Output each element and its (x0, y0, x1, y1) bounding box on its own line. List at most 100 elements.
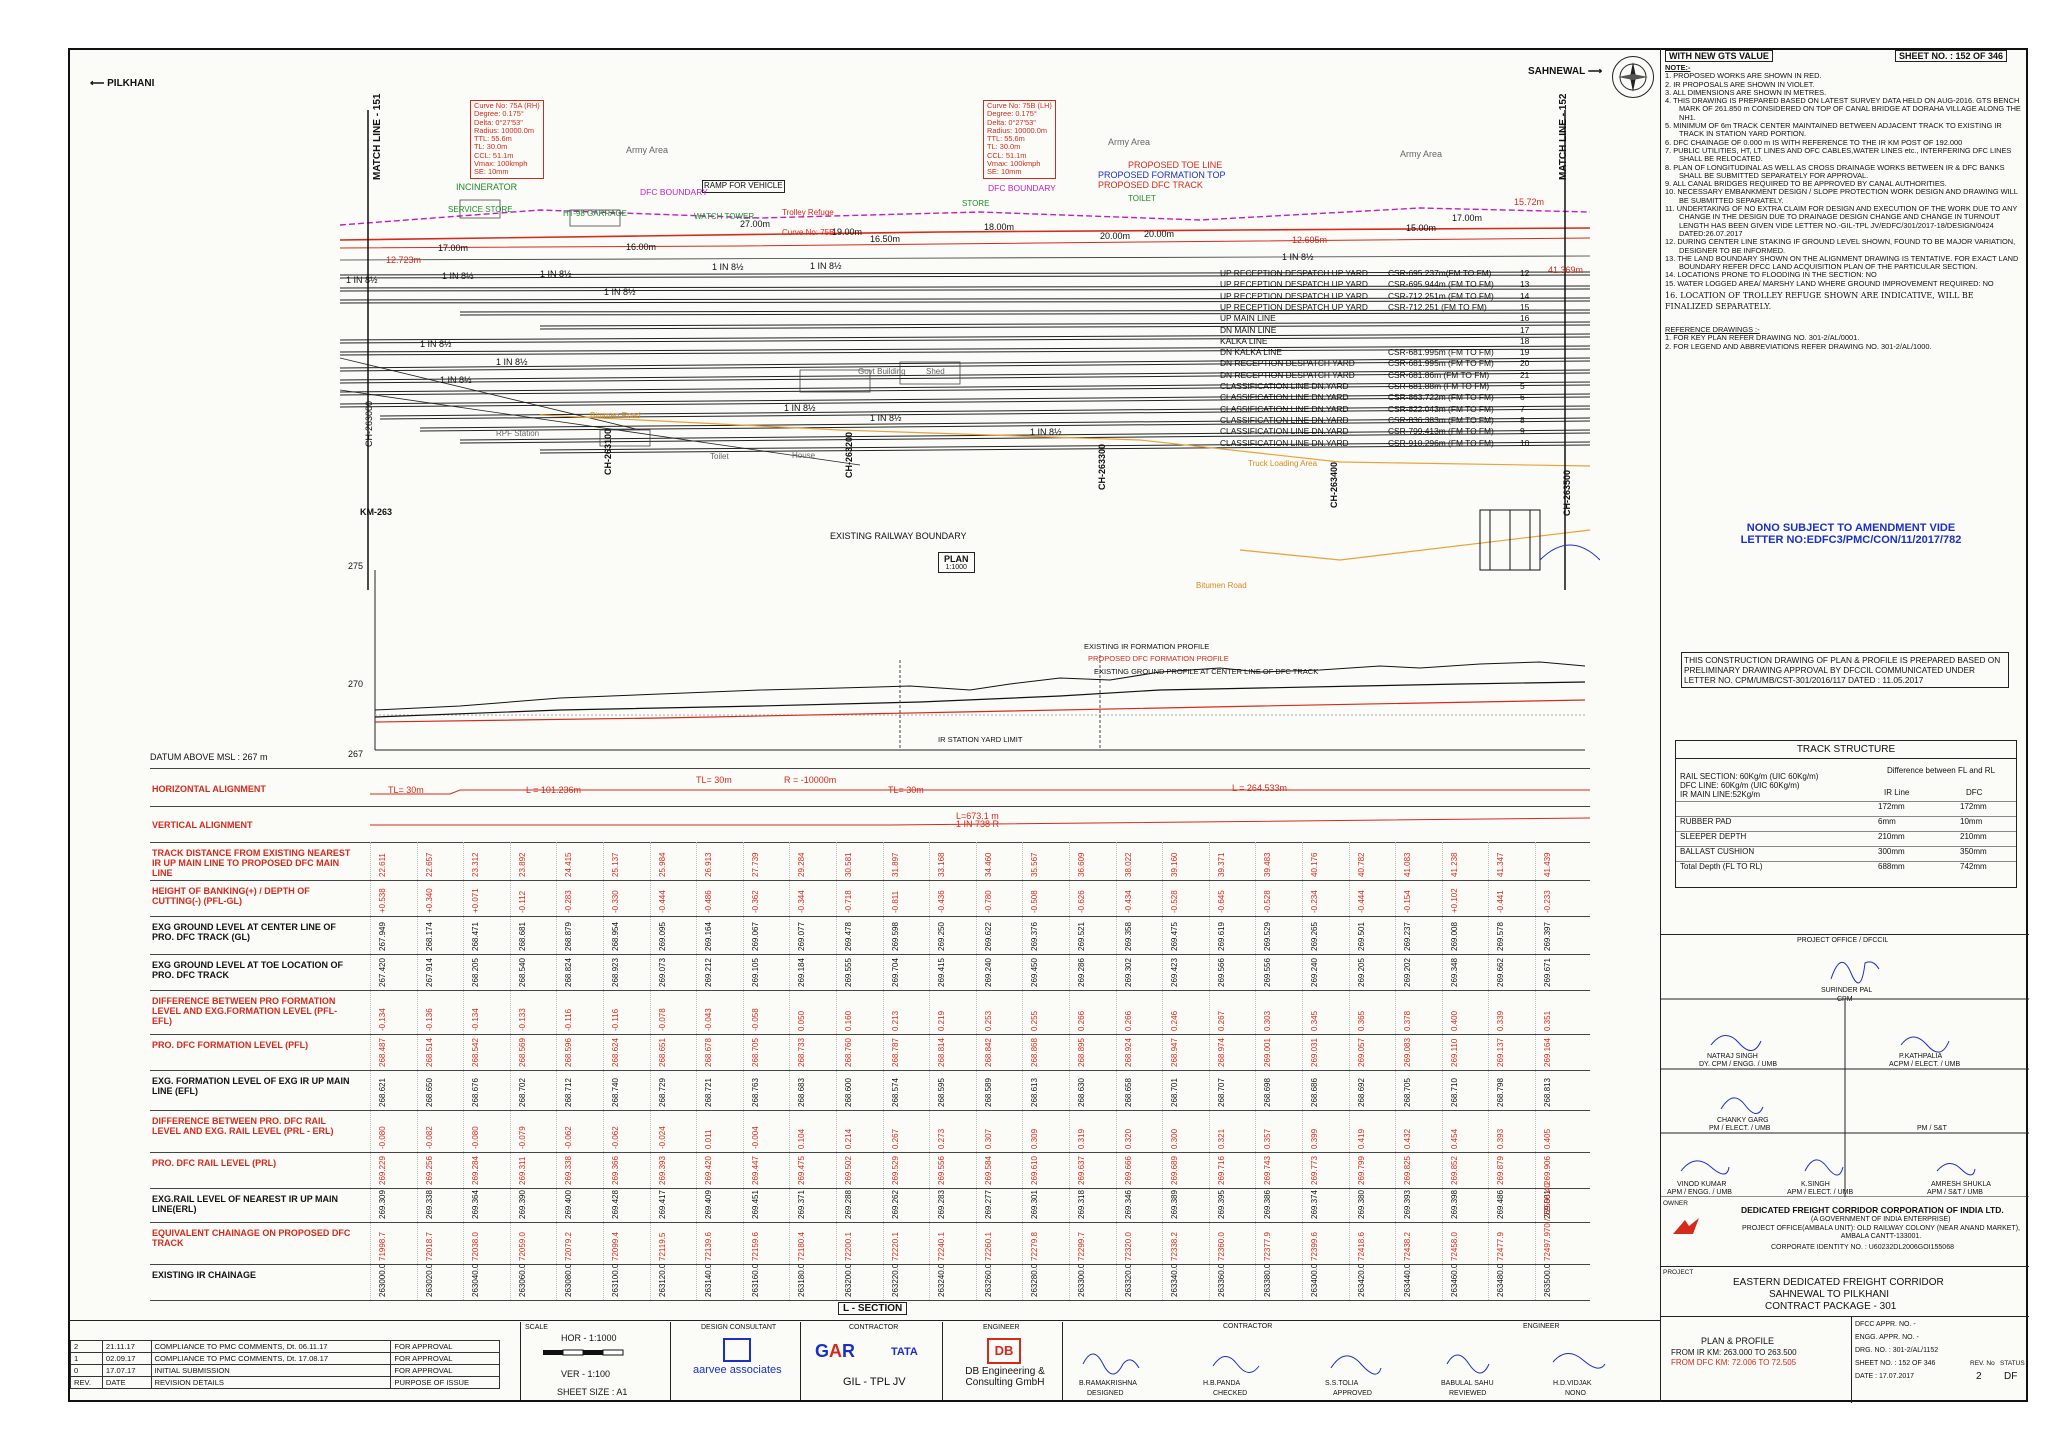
table-cell: 268.895 (1077, 1038, 1086, 1067)
table-cell: 268.174 (424, 922, 434, 951)
table-row-label: EXG. FORMATION LEVEL OF EXG IR UP MAIN L… (152, 1076, 350, 1096)
engineer-name: DB Engineering & Consulting GmbH (965, 1366, 1045, 1388)
table-gridline (556, 842, 558, 1300)
table-cell: 268.471 (471, 922, 481, 951)
track-csr: CSR-799.413m (FM TO FM) (1388, 426, 1494, 437)
table-cell: 268.947 (1170, 1038, 1180, 1067)
table-cell: 72360.0 (1216, 1232, 1226, 1261)
chainage-263500: CH-263500 (1562, 469, 1572, 516)
table-cell: -0.043 (704, 1008, 714, 1031)
table-cell: 268.798 (1496, 1078, 1506, 1107)
track-label: CLASSIFICATION LINE DN.YARD CSR-863.722m … (1220, 392, 1570, 403)
handwritten-note: 16. LOCATION OF TROLLEY REFUGE SHOWN ARE… (1665, 291, 1974, 312)
dfcc-logo-icon (1669, 1216, 1705, 1238)
curve-box-75a: Curve No: 75A (RH) Degree: 0.175° Delta: 0… (470, 100, 544, 179)
table-cell: 269.067 (750, 922, 760, 951)
table-cell: 263440.0 (1403, 1263, 1413, 1297)
table-cell: 72180.4 (797, 1232, 807, 1261)
rev-details: COMPLIANCE TO PMC COMMENTS, Dt. 06.11.17 (150, 1340, 392, 1353)
label-curve-75b: Curve No: 75B (782, 228, 835, 237)
dim-2: 17.00m (438, 243, 469, 253)
table-cell: 269.184 (797, 958, 807, 987)
table-cell: 269.475 (797, 1156, 807, 1185)
v-align-2: 1 IN 738 R (956, 819, 1000, 829)
revision-table: 2 21.11.17 COMPLIANCE TO PMC COMMENTS, Dt.… (70, 1340, 500, 1389)
table-cell: 263220.0 (890, 1263, 900, 1297)
table-cell: 40.176 (1310, 852, 1319, 877)
track-structure-cell: Total Depth (FL TO RL) (1680, 862, 1763, 871)
table-cell: 263360.0 (1216, 1263, 1226, 1297)
table-cell: 269.852 (1449, 1156, 1459, 1185)
table-cell: 269.773 (1310, 1156, 1319, 1185)
track-label: CLASSIFICATION LINE DN.YARD CSR-681.88m (… (1220, 381, 1570, 392)
table-cell: 269.743 (1263, 1156, 1273, 1185)
table-cell: 269.390 (517, 1190, 527, 1219)
table-cell: 268.701 (1170, 1078, 1180, 1107)
table-cell: 269.398 (1449, 1190, 1459, 1219)
note-item: 8. PLAN OF LONGITUDINAL AS WELL AS CROSS… (1665, 162, 2005, 180)
sheet-number: SHEET NO. : 152 OF 346 (1895, 50, 2008, 62)
table-cell: 0.419 (1356, 1128, 1366, 1149)
km-marker: KM-263 (360, 507, 393, 517)
table-cell: 29.284 (797, 852, 807, 877)
track-structure-cell: 172mm (1960, 802, 1987, 811)
revision-row: 1 02.09.17 COMPLIANCE TO PMC COMMENTS, Dt.… (70, 1352, 500, 1365)
track-label: CLASSIFICATION LINE DN.YARD CSR-822.043m … (1220, 404, 1570, 415)
table-cell: 269.478 (844, 922, 853, 951)
rev-purpose: FOR APPROVAL (390, 1352, 500, 1365)
table-cell: 269.521 (1077, 922, 1086, 951)
owner-label: OWNER (1663, 1200, 1688, 1207)
table-cell: 268.712 (564, 1078, 574, 1107)
dim-7: 18.00m (984, 222, 1015, 232)
sig-p5-title: APM / ENGG. / UMB (1667, 1189, 1732, 1196)
sig-p6-name: K.SINGH (1801, 1181, 1830, 1188)
project-line-2: SAHNEWAL TO PILKHANI (1769, 1289, 1890, 1300)
table-cell: 268.787 (890, 1038, 900, 1067)
table-cell: 269.451 (750, 1190, 760, 1219)
label-army-area-2: Army Area (1108, 137, 1151, 147)
nono-line-1: NONO SUBJECT TO AMENDMENT VIDE (1746, 522, 1956, 534)
table-gridline (649, 842, 651, 1300)
dim-8: 20.00m (1100, 231, 1131, 241)
track-label: DN RECEPTION DESPATCH YARD CSR-681.995m (… (1220, 358, 1570, 369)
table-cell: 269.906 (1543, 1156, 1552, 1185)
rev-label: REV. No (1970, 1360, 1995, 1367)
table-cell: 269.556 (937, 1156, 947, 1185)
table-cell: 269.164 (704, 922, 714, 951)
table-cell: -0.078 (657, 1008, 667, 1031)
construction-note: THIS CONSTRUCTION DRAWING OF PLAN & PROF… (1681, 652, 2009, 688)
label-truck-loading: Truck Loading Area (1248, 459, 1318, 468)
table-cell: 263060.0 (517, 1263, 527, 1297)
table-cell: 269.584 (983, 1156, 993, 1185)
table-cell: 41.347 (1496, 852, 1506, 877)
table-cell: 0.104 (797, 1128, 807, 1149)
table-cell: 269.229 (378, 1156, 387, 1185)
table-cell: 268.574 (890, 1078, 900, 1107)
table-cell: -0.062 (564, 1126, 574, 1149)
table-cell: 268.630 (1077, 1078, 1086, 1107)
label-dfc-boundary-2: DFC BOUNDARY (988, 183, 1056, 193)
diff-header: Difference between FL and RL (1886, 766, 1996, 775)
table-cell: 27.739 (750, 852, 760, 877)
table-cell: 263080.0 (564, 1263, 574, 1297)
table-cell: 269.566 (1216, 958, 1226, 987)
table-cell: 263240.0 (937, 1263, 947, 1297)
rev-purpose: FOR APPROVAL (390, 1364, 500, 1377)
track-structure-cell: 300mm (1878, 847, 1905, 856)
gr-logo-icon: GAR (815, 1341, 856, 1361)
rev-no: 1 (70, 1352, 103, 1365)
table-cell: 72260.1 (983, 1232, 993, 1261)
table-cell: -0.344 (797, 890, 807, 913)
track-name: UP RECEPTION DESPATCH UP YARD (1220, 290, 1368, 301)
table-cell: 0.214 (844, 1128, 853, 1149)
contractor-block: CONTRACTOR GAR TATA GIL - TPL JV (800, 1322, 943, 1400)
notes-title: NOTE:- (1665, 63, 1691, 72)
table-cell: 269.475 (1170, 922, 1180, 951)
table-gridline (1488, 842, 1490, 1300)
label-garrage: HT-98 GARRAGE (563, 209, 628, 218)
track-number: 20 (1520, 358, 1530, 369)
track-structure-cell: 210mm (1960, 832, 1987, 841)
dim-4: 27.00m (740, 219, 771, 229)
table-cell: 0.432 (1403, 1128, 1413, 1149)
note-item: 3. ALL DIMENSIONS ARE SHOWN IN METRES. (1665, 87, 1827, 97)
